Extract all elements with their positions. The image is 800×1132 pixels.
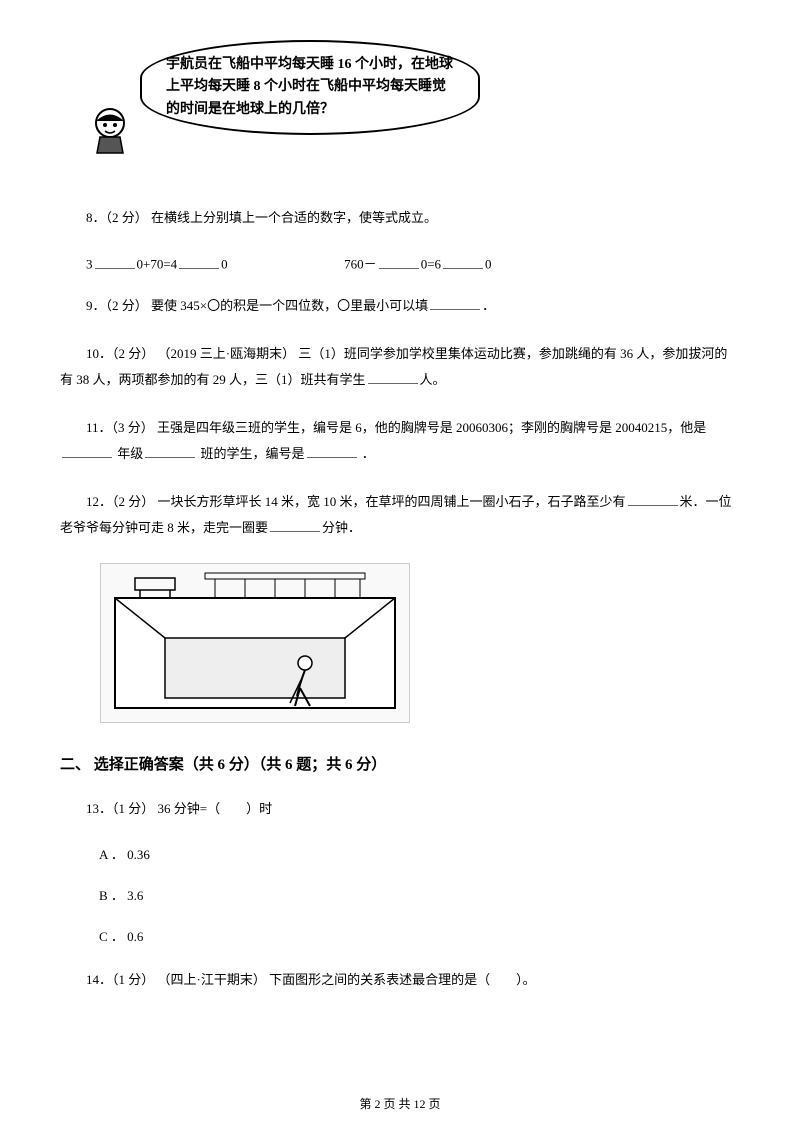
- q14-text: 14．（1 分） （四上·江干期末） 下面图形之间的关系表述最合理的是（ ）。: [86, 972, 536, 987]
- q13-option-a[interactable]: A ． 0.36: [99, 844, 740, 863]
- question-9: 9．（2 分） 要使 345×〇的积是一个四位数，〇里最小可以填 ．: [60, 293, 740, 319]
- q8-label: 8．（2 分） 在横线上分别填上一个合适的数字，使等式成立。: [86, 210, 437, 225]
- cartoon-boy-icon: [85, 103, 135, 175]
- speech-bubble: 宇航员在飞船中平均每天睡 16 个小时，在地球上平均每天睡 8 个小时在飞船中平…: [140, 40, 480, 135]
- q12-text-c: 分钟．: [322, 520, 361, 535]
- question-8: 8．（2 分） 在横线上分别填上一个合适的数字，使等式成立。: [60, 205, 740, 231]
- blank-input[interactable]: [368, 368, 418, 384]
- q8-equations: 3 0+70=4 0 760－ 0=6 0: [60, 253, 740, 273]
- blank-input[interactable]: [430, 294, 480, 310]
- question-14: 14．（1 分） （四上·江干期末） 下面图形之间的关系表述最合理的是（ ）。: [60, 967, 740, 993]
- q9-text: 9．（2 分） 要使 345×〇的积是一个四位数，〇里最小可以填: [86, 298, 428, 313]
- q13-opt-b-text: B ． 3.6: [99, 888, 143, 903]
- q9-suffix: ．: [482, 298, 495, 313]
- q11-text-a: 11．（3 分） 王强是四年级三班的学生，编号是 6，他的胸牌号是 200603…: [86, 420, 706, 435]
- q13-opt-c-text: C ． 0.6: [99, 929, 143, 944]
- lawn-illustration: [100, 563, 410, 723]
- q13-option-c[interactable]: C ． 0.6: [99, 926, 740, 945]
- footer-text: 第 2 页 共 12 页: [359, 1097, 440, 1111]
- q13-option-b[interactable]: B ． 3.6: [99, 885, 740, 904]
- question-11: 11．（3 分） 王强是四年级三班的学生，编号是 6，他的胸牌号是 200603…: [60, 415, 740, 467]
- blank-input[interactable]: [62, 442, 112, 458]
- blank-input[interactable]: [443, 253, 483, 269]
- blank-input[interactable]: [270, 516, 320, 532]
- blank-input[interactable]: [95, 253, 135, 269]
- question-13: 13．（1 分） 36 分钟=（ ）时: [60, 796, 740, 822]
- speech-bubble-container: 宇航员在飞船中平均每天睡 16 个小时，在地球上平均每天睡 8 个小时在飞船中平…: [140, 40, 740, 135]
- q10-text-b: 人。: [420, 372, 446, 387]
- q13-opt-a-text: A ． 0.36: [99, 847, 150, 862]
- question-12: 12．（2 分） 一块长方形草坪长 14 米，宽 10 米，在草坪的四周铺上一圈…: [60, 489, 740, 541]
- q8-eq1-c: 0: [221, 257, 228, 272]
- q8-eq1-b: 0+70=4: [137, 257, 178, 272]
- q12-text-a: 12．（2 分） 一块长方形草坪长 14 米，宽 10 米，在草坪的四周铺上一圈…: [86, 494, 626, 509]
- blank-input[interactable]: [307, 442, 357, 458]
- q8-eq2-a: 760－: [344, 257, 377, 272]
- q11-text-c: 班的学生，编号是: [197, 446, 304, 461]
- blank-input[interactable]: [628, 490, 678, 506]
- blank-input[interactable]: [179, 253, 219, 269]
- page-footer: 第 2 页 共 12 页: [0, 1095, 800, 1112]
- q8-eq2-b: 0=6: [421, 257, 441, 272]
- section2-title: 二、 选择正确答案（共 6 分）（共 6 题；共 6 分）: [60, 757, 386, 773]
- q8-eq1-a: 3: [86, 257, 93, 272]
- q13-text: 13．（1 分） 36 分钟=（ ）时: [86, 801, 272, 816]
- blank-input[interactable]: [379, 253, 419, 269]
- q11-text-d: ．: [359, 446, 375, 461]
- q8-eq2-c: 0: [485, 257, 492, 272]
- blank-input[interactable]: [145, 442, 195, 458]
- bubble-text: 宇航员在飞船中平均每天睡 16 个小时，在地球上平均每天睡 8 个小时在飞船中平…: [166, 57, 453, 117]
- question-10: 10．（2 分） （2019 三上·瓯海期末） 三（1）班同学参加学校里集体运动…: [60, 341, 740, 393]
- section-2-heading: 二、 选择正确答案（共 6 分）（共 6 题；共 6 分）: [60, 753, 740, 774]
- q11-text-b: 年级: [114, 446, 143, 461]
